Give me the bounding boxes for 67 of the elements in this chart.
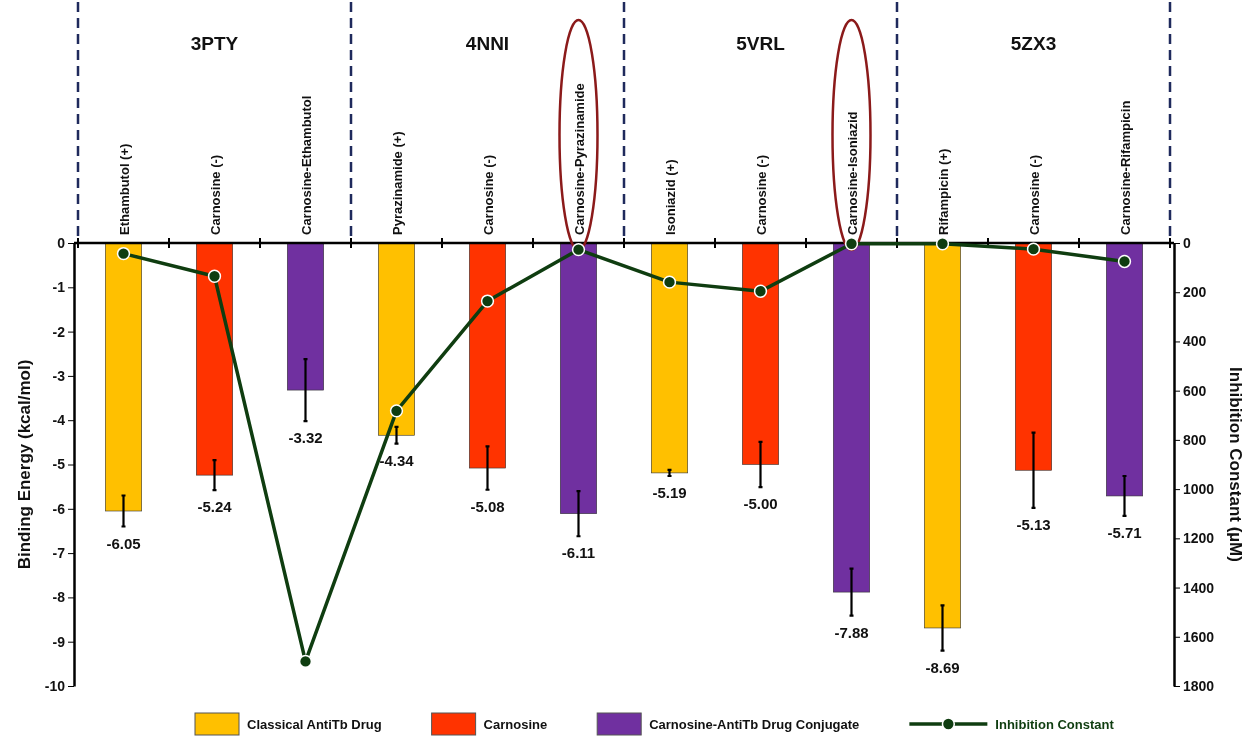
data-label: -5.24 <box>197 498 233 516</box>
y2-tick-label: 1800 <box>1183 677 1215 694</box>
y2-tick-label: 600 <box>1183 382 1207 399</box>
x-tick-label: Pyrazinamide (+) <box>389 131 405 235</box>
x-tick-label: Carnosine (-) <box>753 154 769 235</box>
point <box>1117 254 1132 269</box>
x-tick-label: Ethambutol (+) <box>116 143 132 235</box>
x-tick-label: Isoniazid (+) <box>662 159 678 235</box>
text: 3PTY <box>190 33 239 54</box>
y-tick-label: -9 <box>52 633 66 650</box>
x-tick-label: Carnosine (-) <box>480 154 496 235</box>
y-tick-label: -2 <box>52 323 66 340</box>
data-label: -6.05 <box>106 534 141 552</box>
x-tick-label: Carnosine-Pyrazinamide <box>571 83 587 235</box>
x-tick-label: Rifampicin (+) <box>935 148 951 235</box>
y2-tick-label: 200 <box>1183 284 1207 301</box>
y2-axis-title: Inhibition Constant (µM) <box>1226 367 1242 562</box>
y2-tick-label: 1400 <box>1183 579 1215 596</box>
y-tick-label: -4 <box>52 412 66 429</box>
text: 5VRL <box>736 33 786 54</box>
text: Inhibition Constant <box>995 717 1115 732</box>
text: 5ZX3 <box>1010 33 1057 54</box>
legend-label: Classical AntiTb Drug <box>247 717 382 732</box>
y-tick-label: -6 <box>52 500 66 517</box>
y-tick-label: -8 <box>52 589 66 606</box>
y-tick-label: 0 <box>57 234 66 251</box>
y-tick-label: -1 <box>52 279 66 296</box>
y2-tick-label: 1600 <box>1183 628 1215 645</box>
data-label: -5.13 <box>1016 515 1051 533</box>
data-label: -5.19 <box>652 484 687 502</box>
data-label: -5.08 <box>470 497 505 515</box>
point <box>844 237 859 251</box>
point <box>298 654 313 669</box>
y2-tick-label: 1200 <box>1183 530 1215 547</box>
point <box>753 284 768 298</box>
y-tick-label: -7 <box>52 545 66 562</box>
y2-tick-label: 400 <box>1183 333 1207 350</box>
data-label: -4.34 <box>379 451 415 469</box>
x-tick-label: Carnosine-Ethambutol <box>298 95 314 235</box>
x-tick-label: Carnosine-Rifampicin <box>1117 100 1133 235</box>
data-label: -7.88 <box>834 623 869 641</box>
point <box>116 246 131 261</box>
data-label: -3.32 <box>288 429 323 447</box>
x-tick-label: Carnosine-Isoniazid <box>844 111 860 235</box>
point <box>571 242 586 257</box>
point <box>207 269 222 283</box>
y2-tick-label: 1000 <box>1183 481 1215 498</box>
y-tick-label: -3 <box>52 367 66 384</box>
point <box>935 237 950 251</box>
point <box>662 275 677 289</box>
point <box>1026 242 1041 256</box>
data-label: -5.00 <box>743 495 778 513</box>
data-label: -6.11 <box>561 544 596 562</box>
data-label: -8.69 <box>925 658 960 676</box>
y-tick-label: -10 <box>44 677 66 694</box>
y2-tick-label: 0 <box>1183 234 1191 251</box>
x-tick-label: Carnosine (-) <box>1026 154 1042 235</box>
y2-tick-label: 800 <box>1183 431 1207 448</box>
text: 4NNI <box>465 33 510 54</box>
y-tick-label: -5 <box>52 456 66 473</box>
point <box>480 294 495 308</box>
x-tick-label: Carnosine (-) <box>207 154 223 235</box>
legend-label: Carnosine <box>483 717 548 732</box>
y-axis-title: Binding Energy (kcal/mol) <box>15 359 34 570</box>
legend-label: Carnosine-AntiTb Drug Conjugate <box>649 717 860 732</box>
data-label: -5.71 <box>1107 523 1142 541</box>
point <box>389 404 404 418</box>
